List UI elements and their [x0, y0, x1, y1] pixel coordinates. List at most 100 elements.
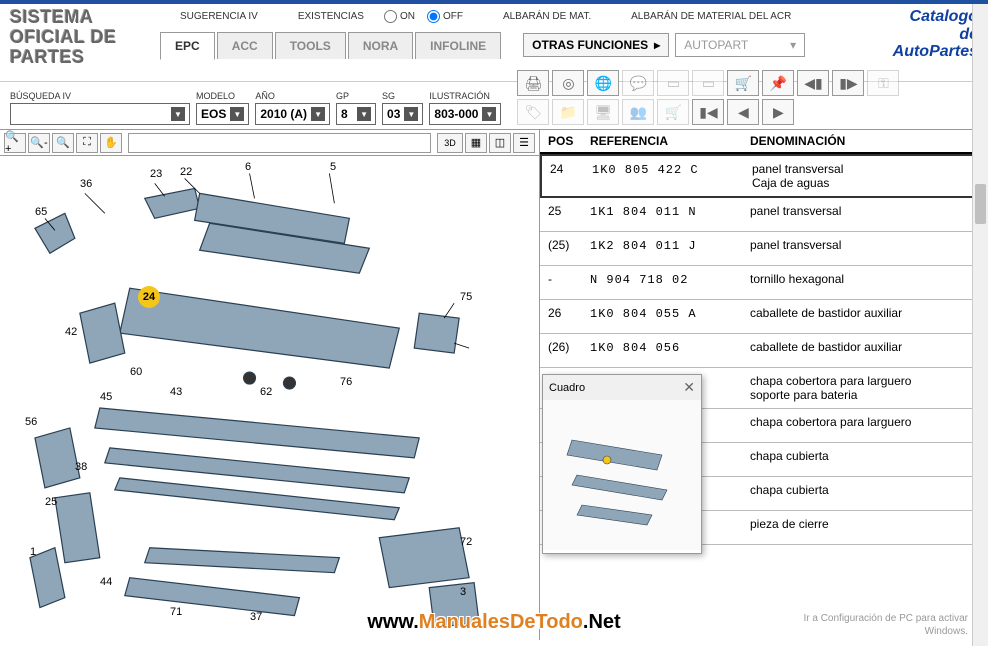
tag-icon: 🏷	[517, 99, 549, 125]
popup-title: Cuadro	[549, 382, 585, 394]
callout-38: 38	[75, 461, 87, 473]
cell-ref: 1K2 804 011 J	[590, 238, 750, 259]
table-row[interactable]: (26)1K0 804 056caballete de bastidor aux…	[540, 334, 988, 368]
gp-label: GP	[336, 91, 376, 101]
cell-den: caballete de bastidor auxiliar	[750, 306, 988, 327]
scrollbar[interactable]	[972, 4, 988, 646]
callout-3: 3	[460, 586, 466, 598]
print-icon[interactable]: 🖨	[517, 70, 549, 96]
table-row[interactable]: -N 904 718 02tornillo hexagonal	[540, 266, 988, 300]
zoom-reset-icon[interactable]: 🔍	[52, 133, 74, 153]
watermark: www.ManualesDeTodo.Net	[367, 611, 620, 634]
callout-22: 22	[180, 166, 192, 178]
ano-select[interactable]: 2010 (A)▼	[255, 103, 330, 125]
parts-panel: POS REFERENCIA DENOMINACIÓN 241K0 805 42…	[540, 130, 988, 640]
callout-43: 43	[170, 386, 182, 398]
table-row[interactable]: 241K0 805 422 Cpanel transversalCaja de …	[540, 154, 988, 198]
radio-on[interactable]: ON	[384, 10, 415, 23]
cell-ref: 1K0 804 055 A	[590, 306, 750, 327]
tab-nora[interactable]: NORA	[348, 32, 413, 59]
callout-23: 23	[150, 168, 162, 180]
thumbnail-image	[543, 400, 701, 550]
cell-pos: -	[540, 272, 590, 293]
cell-ref: 1K0 804 056	[590, 340, 750, 361]
cell-pos: 25	[540, 204, 590, 225]
callout-75: 75	[460, 291, 472, 303]
existencias-group: EXISTENCIAS ON OFF	[298, 10, 463, 23]
busqueda-label: BÚSQUEDA IV	[10, 91, 190, 101]
users-icon: 👥	[622, 99, 654, 125]
table-row[interactable]: 261K0 804 055 Acaballete de bastidor aux…	[540, 300, 988, 334]
page-prev-icon[interactable]: ◀▮	[797, 70, 829, 96]
callout-76: 76	[340, 376, 352, 388]
monitor-icon: 🖥	[587, 99, 619, 125]
diagram-area[interactable]: 24 36 65 23 22 6 5 42 60 45 43 62 76 75 …	[0, 156, 539, 640]
table-row[interactable]: (25)1K2 804 011 Jpanel transversal	[540, 232, 988, 266]
sg-label: SG	[382, 91, 423, 101]
ano-label: AÑO	[255, 91, 330, 101]
list-icon[interactable]: ☰	[513, 133, 535, 153]
callout-1: 1	[30, 546, 36, 558]
callout-62: 62	[260, 386, 272, 398]
grid-icon[interactable]: ▦	[465, 133, 487, 153]
scroll-thumb[interactable]	[975, 184, 986, 224]
thumbnail-popup[interactable]: Cuadro ✕	[542, 374, 702, 554]
view-3d-button[interactable]: 3D	[437, 133, 463, 153]
callout-45: 45	[100, 391, 112, 403]
next-icon[interactable]: ▶	[762, 99, 794, 125]
logo-right: Catalogo de AutoPartes	[838, 8, 978, 61]
cell-den: panel transversal	[750, 204, 988, 225]
sugerencia-label: SUGERENCIA IV	[180, 11, 258, 22]
globe-icon[interactable]: 🌐	[587, 70, 619, 96]
chat-icon: 💬	[622, 70, 654, 96]
cell-pos: (25)	[540, 238, 590, 259]
sg-select[interactable]: 03▼	[382, 103, 423, 125]
page-next-icon[interactable]: ▮▶	[832, 70, 864, 96]
first-icon[interactable]: ▮◀	[692, 99, 724, 125]
busqueda-select[interactable]: ▼	[10, 103, 190, 125]
cell-den: chapa cobertora para larguerosoporte par…	[750, 374, 988, 402]
hand-icon[interactable]: ✋	[100, 133, 122, 153]
zoom-out-icon[interactable]: 🔍-	[28, 133, 50, 153]
cart-icon[interactable]: 🛒	[727, 70, 759, 96]
tab-tools[interactable]: TOOLS	[275, 32, 346, 59]
modelo-select[interactable]: EOS▼	[196, 103, 249, 125]
header-ref: REFERENCIA	[590, 134, 750, 148]
callout-65: 65	[35, 206, 47, 218]
diagram-toolbar: 🔍+ 🔍- 🔍 ⛶ ✋ 3D ▦ ◫ ☰	[0, 130, 539, 156]
ilustracion-select[interactable]: 803-000▼	[429, 103, 501, 125]
otras-funciones-dropdown[interactable]: OTRAS FUNCIONES▸	[523, 33, 669, 57]
table-row[interactable]: 251K1 804 011 Npanel transversal	[540, 198, 988, 232]
pin-icon[interactable]: 📌	[762, 70, 794, 96]
gp-select[interactable]: 8▼	[336, 103, 376, 125]
elsa-icon: ▭	[657, 70, 689, 96]
prev-icon[interactable]: ◀	[727, 99, 759, 125]
parts-table-header: POS REFERENCIA DENOMINACIÓN	[540, 130, 988, 154]
parts-table-body[interactable]: 241K0 805 422 Cpanel transversalCaja de …	[540, 154, 988, 640]
header-pos: POS	[540, 134, 590, 148]
callout-60: 60	[130, 366, 142, 378]
diagram-search-input[interactable]	[128, 133, 431, 153]
zoom-fit-icon[interactable]: ⛶	[76, 133, 98, 153]
tab-infoline[interactable]: INFOLINE	[415, 32, 501, 59]
cell-den: pieza de cierre	[750, 517, 988, 538]
tire-icon[interactable]: ◎	[552, 70, 584, 96]
autopart-input[interactable]: AUTOPART ▾	[675, 33, 805, 57]
activation-message: Ir a Configuración de PC para activar Wi…	[803, 612, 968, 638]
close-icon[interactable]: ✕	[683, 379, 695, 396]
cell-pos: 26	[540, 306, 590, 327]
cell-pos: (26)	[540, 340, 590, 361]
folder-icon: 📁	[552, 99, 584, 125]
callout-37: 37	[250, 611, 262, 623]
modelo-label: MODELO	[196, 91, 249, 101]
zoom-in-icon[interactable]: 🔍+	[4, 133, 26, 153]
cell-den: panel transversal	[750, 238, 988, 259]
cell-pos: 24	[542, 162, 592, 190]
highlight-marker[interactable]: 24	[138, 286, 160, 308]
radio-off[interactable]: OFF	[427, 10, 463, 23]
tab-acc[interactable]: ACC	[217, 32, 273, 59]
cell-ref: 1K0 805 422 C	[592, 162, 752, 190]
tab-epc[interactable]: EPC	[160, 32, 215, 60]
split-icon[interactable]: ◫	[489, 133, 511, 153]
cell-den: chapa cobertora para larguero	[750, 415, 988, 436]
